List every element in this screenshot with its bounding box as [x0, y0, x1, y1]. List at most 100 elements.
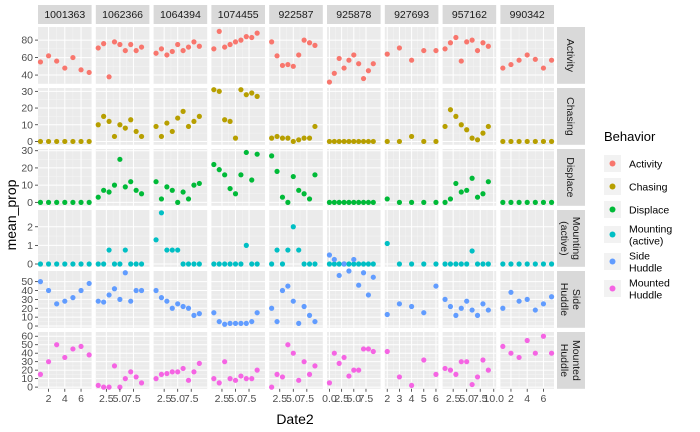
x-tick-label: 5.0 — [170, 393, 185, 405]
panel-background — [95, 149, 150, 206]
y-tick-label: 2 — [27, 221, 33, 233]
y-tick-label: 0 — [27, 382, 33, 394]
data-point — [122, 376, 128, 382]
data-point — [95, 298, 101, 304]
data-point — [180, 108, 186, 114]
data-point — [433, 261, 439, 267]
data-point — [45, 199, 52, 205]
data-point — [243, 320, 249, 326]
data-point — [243, 92, 249, 98]
panel-background — [442, 332, 497, 389]
data-point — [269, 261, 275, 267]
data-point — [62, 261, 68, 267]
data-point — [532, 199, 538, 205]
data-point — [312, 363, 318, 369]
data-point — [532, 261, 538, 267]
data-point — [464, 187, 470, 193]
y-tick-label: 10 — [21, 373, 33, 385]
facet-panel — [384, 27, 439, 84]
facet-strip-row-label-line: Mounting — [570, 217, 582, 260]
data-point — [524, 138, 530, 145]
data-point — [169, 305, 175, 311]
data-point — [360, 270, 367, 276]
legend-marker — [609, 231, 616, 238]
facet-strip-row-label-line: Mounted — [570, 340, 582, 381]
legend-marker — [609, 160, 616, 167]
data-point — [336, 138, 342, 145]
facet-panel — [384, 332, 439, 389]
data-point — [138, 261, 145, 267]
data-point — [106, 384, 112, 390]
legend-label: Displace — [629, 205, 669, 217]
data-point — [106, 292, 112, 298]
facet-panel — [37, 332, 92, 389]
data-point — [164, 120, 170, 126]
data-point — [222, 359, 228, 365]
data-point — [516, 199, 522, 205]
panel-background — [269, 332, 323, 389]
data-point — [86, 138, 92, 145]
data-point — [548, 294, 555, 300]
facet-panels: 1001363 1062366 1064394 1074455 922587 925878… — [21, 5, 585, 405]
data-point — [211, 46, 217, 52]
data-point — [485, 179, 491, 185]
data-point — [117, 261, 123, 267]
data-point — [153, 50, 159, 56]
data-point — [232, 320, 239, 326]
data-point — [133, 187, 139, 193]
facet-panel — [442, 149, 497, 206]
data-point — [336, 360, 342, 366]
data-point — [336, 199, 342, 205]
data-point — [346, 57, 352, 63]
facet-panel — [500, 332, 555, 389]
data-point — [356, 199, 362, 205]
legend-label: Huddle — [629, 290, 662, 302]
data-point — [384, 196, 390, 202]
facet-strip-col-label: 957162 — [452, 9, 487, 21]
data-point — [180, 303, 186, 310]
data-point — [133, 47, 139, 54]
facet-strip-row — [557, 271, 585, 328]
data-point — [232, 135, 239, 141]
data-point — [54, 342, 60, 348]
data-point — [516, 298, 522, 304]
data-point — [433, 47, 439, 54]
panel-background — [153, 27, 208, 84]
data-point — [516, 57, 522, 63]
x-tick-label: 2.5 — [334, 393, 349, 405]
data-point — [290, 298, 296, 304]
x-tick-label: 2.5 — [99, 393, 114, 405]
x-tick-label: 5.0 — [346, 393, 361, 405]
data-point — [227, 376, 233, 382]
data-point — [101, 113, 107, 119]
facet-panel — [269, 27, 323, 84]
data-point — [447, 196, 454, 202]
data-point — [279, 261, 286, 267]
facet-panel — [37, 88, 92, 145]
data-point — [153, 287, 159, 294]
data-point — [169, 369, 175, 375]
data-point — [78, 287, 84, 294]
data-point — [453, 261, 459, 267]
panel-background — [442, 210, 497, 267]
data-point — [70, 295, 76, 301]
data-point — [191, 182, 197, 188]
data-point — [169, 48, 175, 55]
data-point — [227, 320, 233, 326]
data-point — [341, 354, 347, 361]
x-tick-label: 2 — [384, 393, 390, 405]
data-point — [249, 318, 255, 325]
x-tick-label: 5.0 — [286, 393, 301, 405]
data-point — [365, 138, 372, 145]
data-point — [351, 261, 357, 267]
y-axis-title: mean_prop — [3, 179, 19, 250]
data-point — [78, 343, 84, 350]
panel-background — [211, 149, 265, 206]
data-point — [346, 199, 352, 205]
data-point — [211, 376, 217, 382]
data-point — [138, 191, 145, 197]
data-point — [336, 55, 342, 62]
data-point — [421, 138, 427, 145]
data-point — [62, 138, 68, 145]
data-point — [360, 346, 367, 352]
